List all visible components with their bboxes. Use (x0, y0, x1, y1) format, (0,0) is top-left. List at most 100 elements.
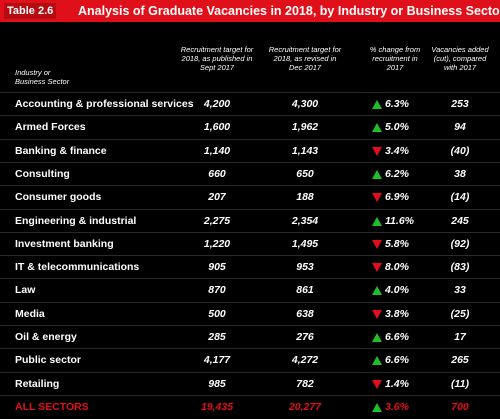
sector-name: Accounting & professional services (15, 98, 194, 110)
table-title: Analysis of Graduate Vacancies in 2018, … (78, 4, 500, 18)
cell-value: (40) (450, 144, 470, 157)
trend-arrow (372, 239, 382, 249)
percent-change: 3.4% (385, 144, 409, 157)
table-row: Banking & finance 1,140 1,143 3.4% (40) (0, 138, 500, 163)
trend-arrow (372, 146, 382, 156)
sector-name: Public sector (15, 354, 81, 367)
percent-change: 1.4% (385, 377, 409, 390)
sector-name: Consulting (15, 167, 70, 180)
cell-value: (92) (450, 237, 470, 250)
cell-value: 94 (454, 121, 466, 134)
cell-value: 905 (208, 261, 226, 274)
table-row: Law 870 861 4.0% 33 (0, 278, 500, 302)
cell-value: 265 (451, 354, 469, 367)
trend-arrow (372, 100, 382, 109)
cell-value: 19,435 (200, 400, 234, 413)
sector-name: Consumer goods (15, 191, 102, 204)
sector-name: IT & telecommunications (15, 261, 140, 274)
percent-change: 6.6% (385, 354, 409, 367)
percent-change: 5.8% (385, 237, 409, 250)
sector-name: Law (15, 284, 36, 297)
percent-change: 3.6% (385, 400, 409, 413)
trend-arrow (372, 263, 382, 273)
percent-change: 8.0% (385, 261, 409, 274)
table-row: Engineering & industrial 2,275 2,354 11.6% 2… (0, 208, 500, 233)
cell-value: 33 (454, 284, 466, 297)
cell-value: 20,277 (288, 400, 322, 413)
table-row: Oil & energy 285 276 6.6% 17 (0, 325, 500, 349)
cell-value: 985 (208, 377, 226, 390)
cell-value: 1,495 (291, 237, 319, 250)
table-row: Consulting 660 650 6.2% 38 (0, 161, 500, 186)
percent-change: 3.8% (385, 307, 409, 320)
cell-value: (83) (450, 261, 470, 274)
cell-value: 1,220 (203, 237, 231, 250)
cell-value: 285 (208, 331, 226, 343)
sector-name: Oil & energy (15, 331, 77, 343)
cell-value: 650 (296, 167, 314, 180)
table-row: IT & telecommunications 905 953 8.0% (83) (0, 255, 500, 279)
trend-arrow (372, 169, 382, 179)
cell-value: 870 (208, 284, 226, 297)
table-row: Armed Forces 1,600 1,962 5.0% 94 (0, 115, 500, 139)
table-row: Investment banking 1,220 1,495 5.8% (92) (0, 231, 500, 256)
cell-value: (14) (450, 191, 470, 204)
cell-value: 4,177 (203, 354, 231, 367)
trend-arrow (372, 379, 382, 389)
cell-value: 660 (208, 167, 226, 180)
cell-value: 782 (296, 377, 314, 390)
cell-value: 188 (296, 191, 314, 204)
table-row: Media 500 638 3.8% (25) (0, 301, 500, 326)
percent-change: 11.6% (385, 214, 414, 227)
column-header: Industry or Business Sector (15, 68, 70, 86)
percent-change: 6.9% (385, 191, 409, 204)
trend-arrow (372, 309, 382, 319)
cell-value: 4,200 (203, 98, 231, 110)
cell-value: 1,143 (291, 144, 319, 157)
cell-value: 253 (451, 98, 469, 110)
table-row: Consumer goods 207 188 6.9% (14) (0, 185, 500, 209)
cell-value: 245 (451, 214, 469, 227)
sector-name: Investment banking (15, 237, 114, 250)
trend-arrow (372, 333, 382, 342)
cell-value: 1,962 (291, 121, 319, 134)
cell-value: 4,300 (291, 98, 319, 110)
cell-value: 2,354 (291, 214, 319, 227)
sector-name: Retailing (15, 377, 60, 390)
column-header: Recruitment target for 2018, as revised … (268, 45, 342, 72)
sector-name: Banking & finance (15, 144, 107, 157)
table-row: Accounting & professional services 4,200 4… (0, 92, 500, 116)
table-row: Public sector 4,177 4,272 6.6% 265 (0, 348, 500, 372)
sector-name: Engineering & industrial (15, 214, 137, 227)
column-header: Recruitment target for 2018, as publishe… (180, 45, 254, 72)
cell-value: 17 (454, 331, 466, 343)
cell-value: 861 (296, 284, 314, 297)
table-row: Retailing 985 782 1.4% (11) (0, 371, 500, 396)
column-header: Vacancies added (cut), compared with 201… (431, 45, 489, 72)
cell-value: 207 (208, 191, 226, 204)
trend-arrow (372, 286, 382, 296)
trend-arrow (372, 356, 382, 366)
sector-name: Armed Forces (15, 121, 86, 134)
table-label: Table 2.6 (4, 3, 57, 19)
percent-change: 6.3% (385, 98, 409, 110)
percent-change: 5.0% (385, 121, 409, 134)
cell-value: (25) (450, 307, 470, 320)
sector-name: ALL SECTORS (15, 400, 89, 413)
percent-change: 6.2% (385, 167, 409, 180)
header-bar: Table 2.6 Analysis of Graduate Vacancies… (0, 0, 500, 22)
trend-arrow (372, 123, 382, 133)
trend-arrow (372, 402, 382, 412)
percent-change: 4.0% (385, 284, 409, 297)
cell-value: 700 (451, 400, 469, 413)
trend-arrow (372, 193, 382, 203)
cell-value: (11) (451, 377, 469, 390)
total-row: ALL SECTORS 19,435 20,277 3.6% 700 (0, 394, 500, 419)
cell-value: 953 (296, 261, 314, 274)
cell-value: 1,140 (203, 144, 231, 157)
cell-value: 276 (296, 331, 314, 343)
column-header: % change from recruitment in 2017 (369, 45, 421, 72)
cell-value: 500 (208, 307, 226, 320)
cell-value: 1,600 (203, 121, 231, 134)
